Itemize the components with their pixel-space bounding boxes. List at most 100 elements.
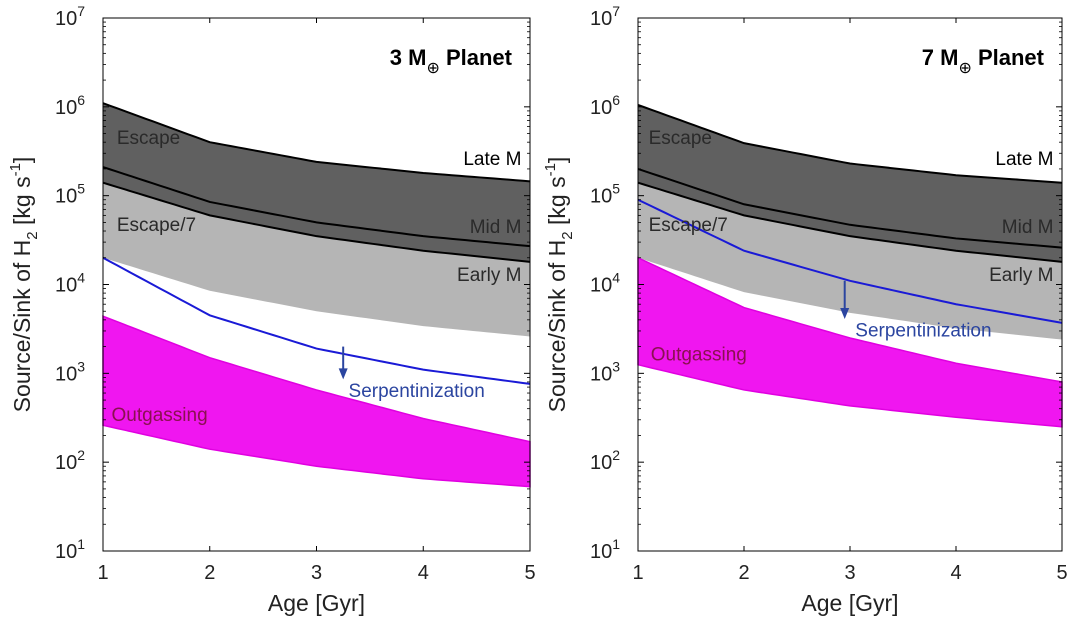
- serpentinization-arrow-head: [840, 308, 850, 320]
- panel-title-suffix: Planet: [440, 45, 513, 70]
- annotation-early-m: Early M: [457, 265, 521, 286]
- annotation-mid-m: Mid M: [470, 217, 522, 238]
- y-axis-label-subscript: 2: [559, 231, 576, 239]
- y-tick-base: 10: [55, 186, 77, 208]
- panel-title: 7 M⊕ Planet: [922, 45, 1045, 77]
- x-tick-label: 3: [311, 562, 322, 584]
- x-tick-label: 5: [1056, 562, 1067, 584]
- band-escape-7: [103, 182, 530, 337]
- x-tick-label: 5: [524, 562, 535, 584]
- x-tick-label: 4: [418, 562, 429, 584]
- line-mid-m: [102, 166, 531, 248]
- y-tick-base: 10: [590, 186, 612, 208]
- y-tick-exponent: 6: [77, 92, 85, 108]
- chart-panel-1: Escape Escape/7 Late M Mid M Early M Serpenti…: [7, 3, 536, 616]
- y-tick-base: 10: [590, 97, 612, 119]
- x-tick-label: 1: [632, 562, 643, 584]
- serpentinization-arrow-head: [338, 368, 348, 380]
- y-tick-base: 10: [55, 275, 77, 297]
- y-tick-exponent: 6: [612, 92, 620, 108]
- y-tick-base: 10: [55, 363, 77, 385]
- y-axis-label-units: [kg s: [9, 176, 35, 231]
- y-axis-label-main: Source/Sink of H: [544, 240, 570, 413]
- y-tick-base: 10: [590, 363, 612, 385]
- chart-panel-2: Escape Escape/7 Late M Mid M Early M Serpenti…: [542, 3, 1068, 616]
- y-axis-label-subscript: 2: [24, 231, 41, 239]
- panel-title-suffix: Planet: [972, 45, 1045, 70]
- y-tick-exponent: 3: [612, 358, 620, 374]
- panel-title-prefix: 7 M: [922, 45, 959, 70]
- annotation-escape-7: Escape/7: [649, 215, 728, 236]
- y-tick-label: 103: [590, 358, 620, 385]
- annotation-serpentinization: Serpentinization: [349, 381, 485, 402]
- y-tick-label: 102: [55, 447, 85, 474]
- y-tick-exponent: 7: [77, 3, 85, 19]
- y-tick-exponent: 2: [612, 447, 620, 463]
- y-tick-exponent: 5: [612, 181, 620, 197]
- y-tick-exponent: 3: [77, 358, 85, 374]
- line-serpentinization: [637, 198, 1063, 324]
- band-escape-7: [638, 182, 1062, 340]
- y-tick-label: 103: [55, 358, 85, 385]
- y-tick-label: 105: [55, 181, 85, 208]
- line-mid-m: [637, 167, 1063, 249]
- annotation-outgassing: Outgassing: [112, 405, 208, 426]
- y-axis-label-end: ]: [9, 157, 35, 163]
- y-tick-label: 104: [590, 270, 620, 297]
- annotation-late-m: Late M: [463, 149, 521, 170]
- x-tick-label: 1: [97, 562, 108, 584]
- y-tick-exponent: 1: [77, 536, 85, 552]
- line-late-m: [637, 104, 1063, 184]
- x-axis-label: Age [Gyr]: [268, 590, 365, 616]
- y-tick-base: 10: [590, 452, 612, 474]
- y-axis-label: Source/Sink of H2 [kg s-1]: [542, 157, 576, 413]
- y-tick-label: 101: [590, 536, 620, 563]
- x-tick-label: 4: [950, 562, 961, 584]
- panel-title-earth-symbol: ⊕: [426, 60, 439, 77]
- y-axis-label-main: Source/Sink of H: [9, 240, 35, 413]
- annotation-escape: Escape: [649, 128, 712, 149]
- y-axis-label-units: [kg s: [544, 176, 570, 231]
- y-tick-base: 10: [590, 8, 612, 30]
- annotation-early-m: Early M: [989, 265, 1053, 286]
- line-late-m: [102, 102, 531, 183]
- y-tick-label: 101: [55, 536, 85, 563]
- y-axis-label-superscript: -1: [7, 163, 24, 176]
- y-tick-exponent: 4: [77, 270, 85, 286]
- y-tick-exponent: 7: [612, 3, 620, 19]
- panel-title-earth-symbol: ⊕: [958, 60, 971, 77]
- y-tick-base: 10: [55, 97, 77, 119]
- line-early-m: [637, 181, 1063, 263]
- y-axis-label-superscript: -1: [542, 163, 559, 176]
- annotation-mid-m: Mid M: [1002, 217, 1054, 238]
- y-axis-label-end: ]: [544, 157, 570, 163]
- x-tick-label: 3: [844, 562, 855, 584]
- x-tick-label: 2: [204, 562, 215, 584]
- x-axis-label: Age [Gyr]: [801, 590, 898, 616]
- annotation-outgassing: Outgassing: [651, 344, 747, 365]
- y-axis-label: Source/Sink of H2 [kg s-1]: [7, 157, 41, 413]
- annotation-serpentinization: Serpentinization: [855, 320, 991, 341]
- line-early-m: [102, 181, 531, 263]
- y-tick-label: 104: [55, 270, 85, 297]
- y-tick-label: 107: [590, 3, 620, 30]
- y-tick-label: 105: [590, 181, 620, 208]
- y-tick-base: 10: [55, 8, 77, 30]
- y-tick-label: 106: [55, 92, 85, 119]
- y-tick-base: 10: [55, 452, 77, 474]
- annotation-escape: Escape: [117, 128, 180, 149]
- y-tick-base: 10: [590, 541, 612, 563]
- y-tick-exponent: 1: [612, 536, 620, 552]
- annotation-escape-7: Escape/7: [117, 215, 196, 236]
- y-tick-exponent: 2: [77, 447, 85, 463]
- y-tick-base: 10: [55, 541, 77, 563]
- y-tick-label: 102: [590, 447, 620, 474]
- panel-title-prefix: 3 M: [390, 45, 427, 70]
- y-tick-label: 107: [55, 3, 85, 30]
- line-serpentinization: [102, 256, 531, 385]
- annotation-late-m: Late M: [995, 149, 1053, 170]
- y-tick-base: 10: [590, 275, 612, 297]
- panel-title: 3 M⊕ Planet: [390, 45, 513, 77]
- y-tick-exponent: 4: [612, 270, 620, 286]
